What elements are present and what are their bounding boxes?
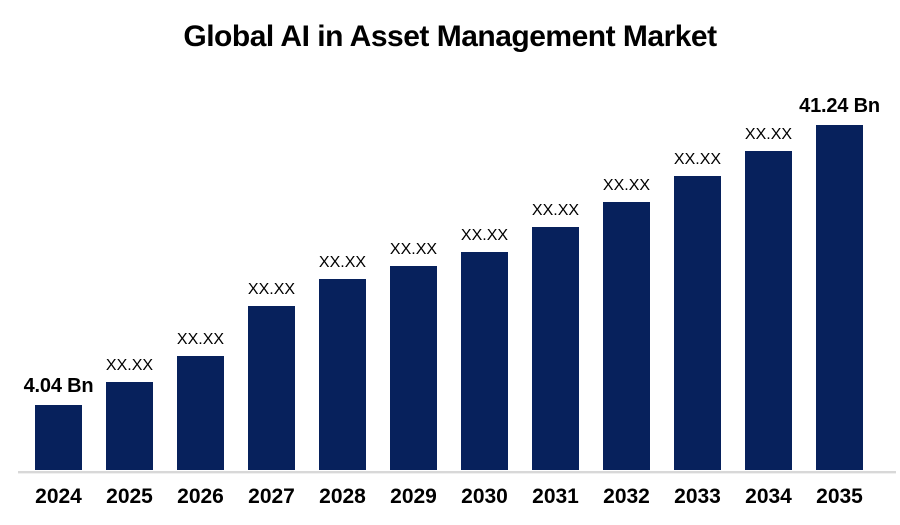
bar-value-label-2030: XX.XX	[460, 227, 509, 244]
bar-value-label-2032: XX.XX	[602, 177, 651, 194]
x-axis-label-2031: 2031	[532, 485, 579, 508]
bar-2034	[745, 151, 792, 470]
bar-2033	[674, 176, 721, 470]
bar-value-label-2031: XX.XX	[531, 202, 580, 219]
x-axis-label-2025: 2025	[106, 485, 153, 508]
x-axis-label-2029: 2029	[390, 485, 437, 508]
bar-2024	[35, 405, 82, 470]
x-axis-label-2034: 2034	[745, 485, 792, 508]
x-axis-line	[18, 471, 896, 474]
bar-value-label-2033: XX.XX	[673, 151, 722, 168]
x-axis-label-2035: 2035	[816, 485, 863, 508]
bar-2025	[106, 382, 153, 470]
bar-2028	[319, 279, 366, 470]
bar-2027	[248, 306, 295, 470]
bar-2035	[816, 125, 863, 470]
x-axis-label-2033: 2033	[674, 485, 721, 508]
x-axis-label-2027: 2027	[248, 485, 295, 508]
bar-2029	[390, 266, 437, 470]
bar-value-label-2029: XX.XX	[389, 241, 438, 258]
bar-value-label-2028: XX.XX	[318, 254, 367, 271]
bar-2032	[603, 202, 650, 470]
x-axis-label-2024: 2024	[35, 485, 82, 508]
x-axis-label-2028: 2028	[319, 485, 366, 508]
bar-value-label-2027: XX.XX	[247, 281, 296, 298]
bar-2026	[177, 356, 224, 470]
bar-value-label-2035: 41.24 Bn	[799, 95, 880, 117]
bar-value-label-2026: XX.XX	[176, 331, 225, 348]
bar-value-label-2024: 4.04 Bn	[23, 375, 94, 397]
bar-value-label-2025: XX.XX	[105, 357, 154, 374]
x-axis-label-2026: 2026	[177, 485, 224, 508]
x-axis-label-2032: 2032	[603, 485, 650, 508]
bar-value-label-2034: XX.XX	[744, 126, 793, 143]
bar-2030	[461, 252, 508, 470]
bar-2031	[532, 227, 579, 470]
chart-title: Global AI in Asset Management Market	[183, 20, 717, 53]
x-axis-label-2030: 2030	[461, 485, 508, 508]
